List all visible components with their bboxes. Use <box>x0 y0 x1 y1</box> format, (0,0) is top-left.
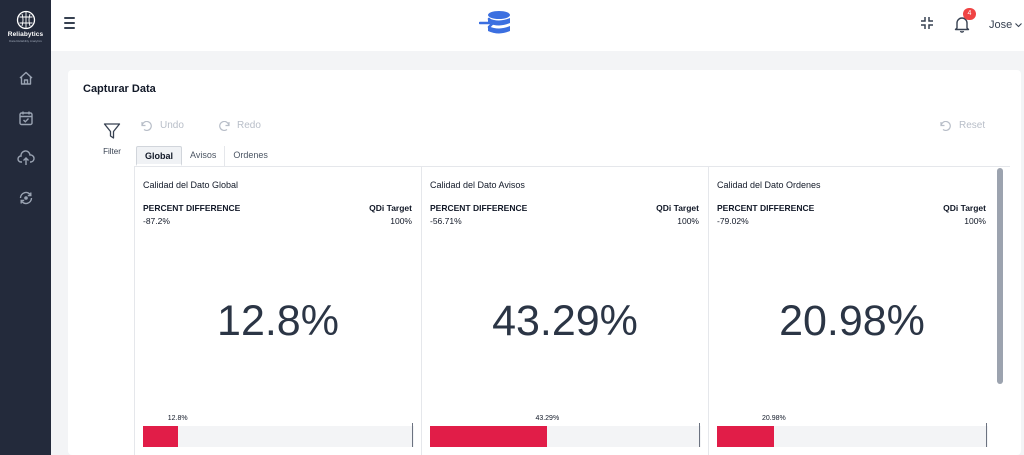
percent-difference-value: -87.2% <box>143 216 170 226</box>
filter-icon <box>103 123 121 139</box>
calendar-check-icon <box>19 111 33 126</box>
undo-label: Undo <box>160 120 184 131</box>
reset-icon <box>940 120 951 131</box>
progress-bar-track <box>717 426 988 447</box>
top-header: 4 Jose <box>51 0 1024 51</box>
kpi-title: Calidad del Dato Ordenes <box>717 180 821 190</box>
kpi-title: Calidad del Dato Global <box>143 180 239 190</box>
home-icon <box>19 71 33 85</box>
progress-bar-fill <box>430 426 548 447</box>
filter-button[interactable]: Filter <box>97 122 127 156</box>
kpi-title: Calidad del Dato Avisos <box>430 180 525 190</box>
progress-bar-label: 12.8% <box>167 415 188 422</box>
brand-logo[interactable]: Reliabytics Data Reliability Analytics <box>0 10 51 43</box>
undo-icon <box>141 120 152 131</box>
redo-icon <box>219 120 230 131</box>
sidebar-item-sync[interactable] <box>14 186 38 210</box>
progress-bar-end-marker <box>699 423 700 447</box>
menu-toggle-icon[interactable] <box>64 17 78 31</box>
reset-label: Reset <box>959 120 986 131</box>
percent-difference-label: PERCENT DIFFERENCE <box>717 203 815 213</box>
percent-difference-value: -56.71% <box>430 216 462 226</box>
tab-ordenes[interactable]: Ordenes <box>233 150 268 160</box>
progress-bar-end-marker <box>412 423 413 447</box>
sync-icon <box>19 191 33 205</box>
target-value: 100% <box>677 216 699 226</box>
kpi-card-avisos: Calidad del Dato Avisos PERCENT DIFFEREN… <box>421 167 707 455</box>
kpi-value: 20.98% <box>779 297 925 345</box>
target-value: 100% <box>390 216 412 226</box>
kpi-value: 12.8% <box>217 297 339 345</box>
percent-difference-value: -79.02% <box>717 216 749 226</box>
user-menu[interactable]: Jose <box>989 19 1023 31</box>
brain-logo-icon <box>16 10 35 30</box>
percent-difference-label: PERCENT DIFFERENCE <box>430 203 528 213</box>
sidebar-item-calendar[interactable] <box>14 106 38 130</box>
filter-label: Filter <box>103 147 121 156</box>
brand-tagline: Data Reliability Analytics <box>9 39 42 43</box>
kpi-value: 43.29% <box>492 297 638 345</box>
kpi-area: Calidad del Dato Global PERCENT DIFFEREN… <box>134 166 1010 455</box>
progress-bar-fill <box>143 426 178 447</box>
target-label: QDi Target <box>656 203 699 213</box>
sidebar-item-upload[interactable] <box>14 146 38 170</box>
undo-button[interactable]: Undo <box>141 120 184 131</box>
redo-label: Redo <box>237 120 261 131</box>
target-label: QDi Target <box>943 203 986 213</box>
notification-badge: 4 <box>963 8 976 20</box>
redo-button[interactable]: Redo <box>218 120 261 131</box>
compress-icon[interactable] <box>920 16 934 35</box>
chevron-down-icon <box>1015 22 1023 27</box>
cloud-upload-icon <box>17 150 35 165</box>
main-card: Capturar Data Filter Undo Redo Reset Glo… <box>68 70 1021 455</box>
kpi-card-ordenes: Calidad del Dato Ordenes PERCENT DIFFERE… <box>708 167 994 455</box>
sidebar: Reliabytics Data Reliability Analytics <box>0 0 51 455</box>
page-title: Capturar Data <box>83 83 156 95</box>
progress-bar-fill <box>717 426 774 447</box>
target-value: 100% <box>964 216 986 226</box>
sidebar-item-home[interactable] <box>14 66 38 90</box>
reset-button[interactable]: Reset <box>940 120 985 131</box>
percent-difference-label: PERCENT DIFFERENCE <box>143 203 241 213</box>
user-name: Jose <box>989 19 1013 31</box>
tab-bar: Global Avisos Ordenes <box>136 146 276 166</box>
target-label: QDi Target <box>369 203 412 213</box>
tab-global[interactable]: Global <box>136 146 183 166</box>
progress-bar-end-marker <box>986 423 987 447</box>
progress-bar-track <box>143 426 414 447</box>
progress-bar-label: 20.98% <box>761 415 786 422</box>
progress-bar-label: 43.29% <box>535 415 560 422</box>
progress-bar-track <box>430 426 701 447</box>
database-logo-icon[interactable] <box>478 9 513 44</box>
brand-name: Reliabytics <box>7 31 44 38</box>
kpi-card-global: Calidad del Dato Global PERCENT DIFFEREN… <box>134 167 420 455</box>
vertical-scrollbar[interactable] <box>997 168 1003 384</box>
tab-avisos[interactable]: Avisos <box>182 146 226 166</box>
